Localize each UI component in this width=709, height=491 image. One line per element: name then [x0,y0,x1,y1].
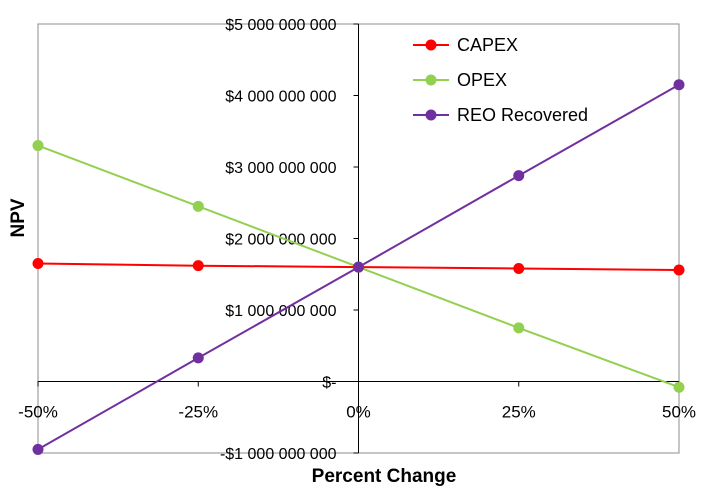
legend-marker [425,39,437,51]
legend-label: OPEX [457,70,507,90]
x-tick-label: -50% [18,403,58,422]
x-tick-label: 25% [502,403,536,422]
legend-marker [425,74,437,86]
legend-marker [425,109,437,121]
data-point [32,443,44,455]
legend-label: REO Recovered [457,105,588,125]
data-point [192,260,204,272]
x-tick-label: 0% [346,403,371,422]
data-point [673,381,685,393]
data-point [353,261,364,273]
x-axis-title: Percent Change [312,466,457,487]
data-point [673,264,685,276]
data-point [513,322,525,334]
x-tick-labels: -50% -25% 0% 25% 50% [18,403,696,422]
y-tick-label: $3 000 000 000 [225,160,336,177]
y-axis-title: NPV [8,198,29,237]
data-point [32,140,44,152]
y-tick-label: $- [322,375,336,392]
data-point [192,200,204,212]
data-point [513,170,525,182]
data-point [32,258,44,270]
legend: CAPEX OPEX REO Recovered [413,35,588,125]
series-points [32,79,685,455]
y-tick-label: -$1 000 000 000 [220,446,337,463]
x-tick-label: 50% [662,403,696,422]
axes [37,23,680,454]
y-tick-label: $2 000 000 000 [225,232,336,249]
legend-label: CAPEX [457,35,518,55]
data-point [673,79,685,91]
y-tick-label: $4 000 000 000 [225,89,336,106]
x-tick-label: -25% [178,403,218,422]
data-point [192,352,204,364]
y-tick-label: $5 000 000 000 [225,17,336,34]
data-point [513,263,525,275]
